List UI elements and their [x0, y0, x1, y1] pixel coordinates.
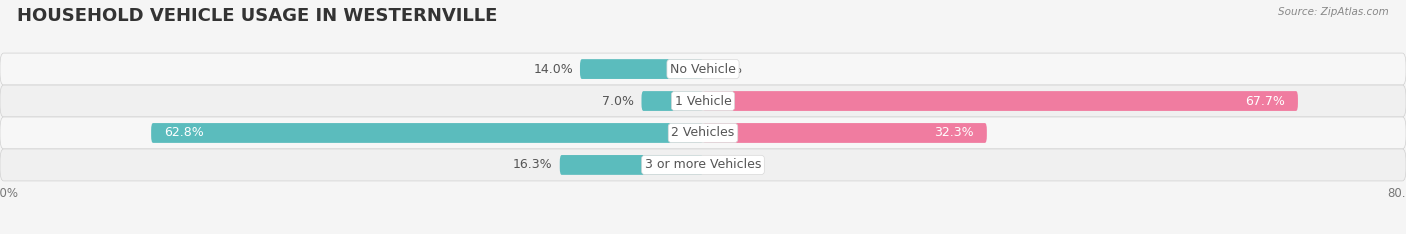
- Text: No Vehicle: No Vehicle: [671, 62, 735, 76]
- Text: 7.0%: 7.0%: [602, 95, 634, 107]
- Text: 67.7%: 67.7%: [1244, 95, 1285, 107]
- Text: 16.3%: 16.3%: [513, 158, 553, 172]
- FancyBboxPatch shape: [560, 155, 703, 175]
- FancyBboxPatch shape: [0, 53, 1406, 85]
- FancyBboxPatch shape: [0, 85, 1406, 117]
- FancyBboxPatch shape: [0, 149, 1406, 181]
- FancyBboxPatch shape: [703, 91, 1298, 111]
- Text: 32.3%: 32.3%: [934, 127, 973, 139]
- Text: 2 Vehicles: 2 Vehicles: [672, 127, 734, 139]
- FancyBboxPatch shape: [0, 117, 1406, 149]
- Text: Source: ZipAtlas.com: Source: ZipAtlas.com: [1278, 7, 1389, 17]
- Text: HOUSEHOLD VEHICLE USAGE IN WESTERNVILLE: HOUSEHOLD VEHICLE USAGE IN WESTERNVILLE: [17, 7, 498, 25]
- Text: 3 or more Vehicles: 3 or more Vehicles: [645, 158, 761, 172]
- FancyBboxPatch shape: [641, 91, 703, 111]
- Text: 0.0%: 0.0%: [710, 62, 742, 76]
- Text: 62.8%: 62.8%: [165, 127, 204, 139]
- FancyBboxPatch shape: [152, 123, 703, 143]
- FancyBboxPatch shape: [703, 123, 987, 143]
- Text: 1 Vehicle: 1 Vehicle: [675, 95, 731, 107]
- FancyBboxPatch shape: [581, 59, 703, 79]
- Text: 14.0%: 14.0%: [533, 62, 574, 76]
- Text: 0.0%: 0.0%: [710, 158, 742, 172]
